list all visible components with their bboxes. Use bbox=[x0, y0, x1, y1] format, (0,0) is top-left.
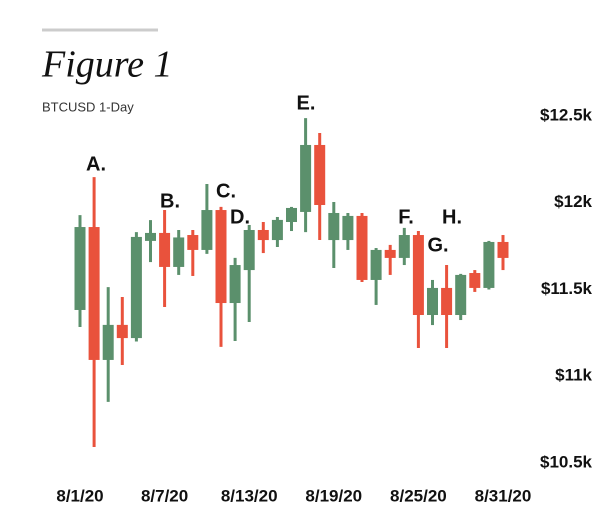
candle-body bbox=[201, 210, 213, 250]
candle-body bbox=[300, 144, 312, 212]
candle-body bbox=[229, 265, 241, 304]
annotation: H. bbox=[442, 206, 462, 228]
candle-body bbox=[356, 215, 368, 280]
candle-body bbox=[88, 227, 100, 360]
candle-body bbox=[398, 235, 410, 258]
x-tick-label: 8/13/20 bbox=[221, 486, 278, 505]
chart-title: Figure 1 bbox=[41, 44, 173, 86]
candle-body bbox=[130, 236, 142, 339]
candle-body bbox=[257, 229, 269, 241]
candle-body bbox=[159, 232, 171, 267]
candle-body bbox=[187, 235, 199, 250]
x-tick-label: 8/7/20 bbox=[141, 486, 188, 505]
candle-body bbox=[102, 324, 114, 360]
candle-body bbox=[215, 210, 227, 304]
y-tick-label: $12k bbox=[554, 192, 592, 211]
y-tick-label: $12.5k bbox=[540, 105, 593, 124]
x-tick-label: 8/19/20 bbox=[305, 486, 362, 505]
candle-body bbox=[286, 207, 297, 223]
candle-body bbox=[173, 237, 185, 267]
candle-body bbox=[116, 324, 128, 339]
candle-body bbox=[497, 241, 509, 258]
candle-body bbox=[427, 287, 438, 316]
annotation: B. bbox=[160, 190, 180, 212]
candle-body bbox=[370, 249, 382, 280]
candle-body bbox=[328, 212, 340, 241]
y-tick-label: $11k bbox=[555, 366, 592, 385]
annotation: G. bbox=[427, 234, 448, 256]
y-tick-label: $11.5k bbox=[541, 279, 593, 298]
candle-body bbox=[384, 249, 396, 258]
annotation: E. bbox=[297, 92, 316, 114]
y-tick-label: $10.5k bbox=[540, 452, 593, 471]
candle-body bbox=[342, 215, 354, 241]
x-tick-label: 8/1/20 bbox=[56, 486, 103, 505]
candle-body bbox=[441, 287, 453, 316]
candle-body bbox=[74, 227, 86, 310]
candle-body bbox=[455, 274, 467, 316]
candle-body bbox=[243, 229, 255, 271]
annotation: C. bbox=[216, 180, 236, 202]
candle-body bbox=[469, 273, 481, 288]
x-tick-label: 8/25/20 bbox=[390, 486, 447, 505]
annotation: D. bbox=[230, 206, 250, 228]
candle-body bbox=[271, 219, 283, 241]
candle-body bbox=[483, 241, 495, 288]
candle-body bbox=[314, 144, 326, 206]
candle-body bbox=[145, 232, 156, 241]
annotation: F. bbox=[398, 206, 414, 228]
annotation: A. bbox=[86, 153, 106, 175]
candle-body bbox=[412, 235, 424, 316]
x-tick-label: 8/31/20 bbox=[475, 486, 532, 505]
chart-subtitle: BTCUSD 1-Day bbox=[42, 99, 134, 114]
